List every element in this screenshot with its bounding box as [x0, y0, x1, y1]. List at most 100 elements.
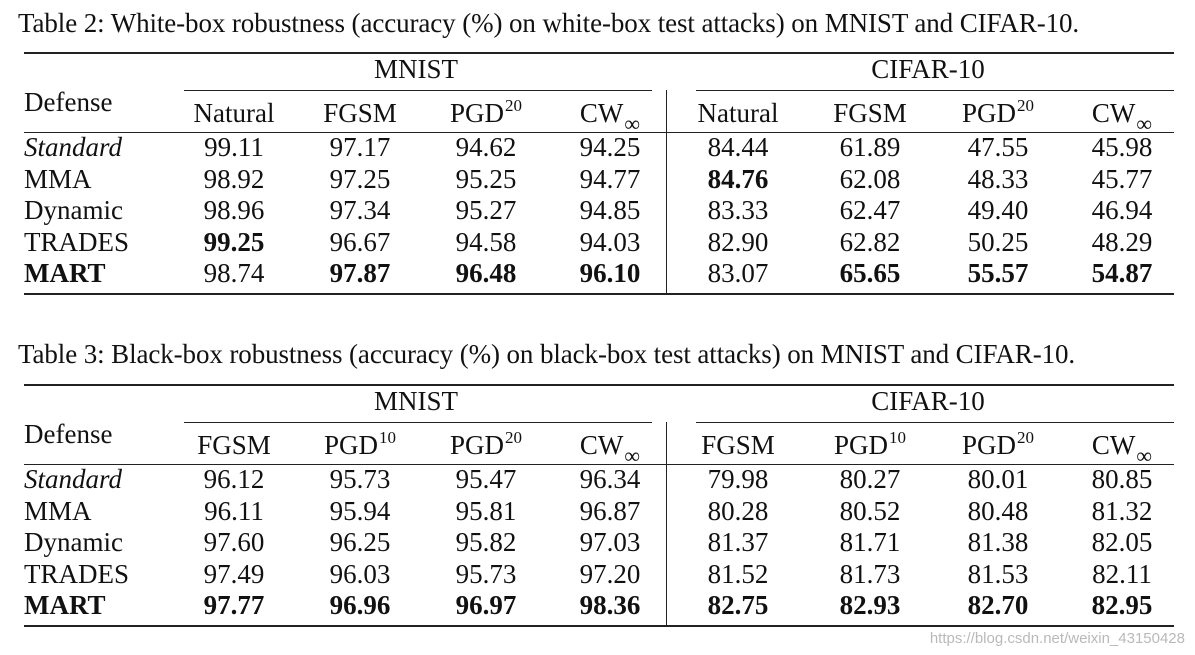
table-cell: 45.77: [1091, 163, 1153, 194]
row-defense-name: Standard: [24, 464, 123, 494]
group-rule: [184, 90, 652, 91]
column-header: PGD20: [450, 97, 522, 127]
table-cell: 94.58: [455, 226, 517, 257]
table-cell: 94.25: [579, 132, 641, 162]
table-cell: 97.25: [329, 163, 391, 194]
table-cell: 97.60: [203, 527, 265, 558]
table-cell: 79.98: [707, 464, 769, 494]
bottom-rule: [24, 293, 1174, 295]
table-cell: 50.25: [967, 226, 1029, 257]
group-header: MNIST: [373, 54, 459, 84]
table-cell: 95.27: [455, 195, 517, 226]
table-cell: 96.97: [455, 590, 517, 621]
column-header-modifier: 20: [1017, 96, 1035, 115]
table-cell: 97.77: [203, 590, 265, 621]
table-cell: 95.94: [329, 495, 391, 526]
table-cell: 62.08: [839, 163, 901, 194]
table-cell: 81.32: [1091, 495, 1153, 526]
column-header-modifier: 10: [889, 428, 907, 447]
table-cell: 84.44: [707, 132, 769, 162]
column-header-modifier: 10: [379, 428, 397, 447]
table-cell: 81.38: [967, 527, 1029, 558]
row-defense-name: Dynamic: [24, 527, 123, 558]
table-cell: 96.87: [579, 495, 641, 526]
table-cell: 94.62: [455, 132, 517, 162]
table-cell: 95.73: [455, 558, 517, 589]
table-cell: 95.25: [455, 163, 517, 194]
table-cell: 96.12: [203, 464, 265, 494]
column-header: Natural: [194, 100, 275, 127]
table-cell: 54.87: [1091, 258, 1153, 289]
top-rule: [24, 384, 1174, 386]
column-header: FGSM: [323, 100, 397, 127]
column-header-label: FGSM: [701, 430, 775, 460]
table-cell: 96.96: [329, 590, 391, 621]
column-header-label: CW: [1091, 430, 1136, 460]
group-header: MNIST: [373, 386, 459, 416]
top-rule: [24, 52, 1174, 54]
table-cell: 97.34: [329, 195, 391, 226]
table-cell: 98.36: [579, 590, 641, 621]
column-divider: [666, 90, 667, 293]
table-cell: 80.52: [839, 495, 901, 526]
table-cell: 98.74: [203, 258, 265, 289]
column-header-label: FGSM: [323, 98, 397, 128]
table-cell: 97.49: [203, 558, 265, 589]
table-cell: 82.93: [839, 590, 901, 621]
column-header: FGSM: [701, 432, 775, 459]
table-cell: 80.48: [967, 495, 1029, 526]
table-cell: 83.33: [707, 195, 769, 226]
table-cell: 95.47: [455, 464, 517, 494]
table-cell: 80.28: [707, 495, 769, 526]
table-cell: 80.27: [839, 464, 901, 494]
table-cell: 94.03: [579, 226, 641, 257]
table-cell: 94.85: [579, 195, 641, 226]
table-cell: 94.77: [579, 163, 641, 194]
row-defense-name: MART: [24, 590, 106, 621]
column-header: PGD10: [323, 429, 396, 460]
table-cell: 81.52: [707, 558, 769, 589]
column-header-label: Natural: [697, 98, 779, 128]
group-rule: [184, 422, 652, 423]
column-header-label: FGSM: [197, 430, 271, 460]
table-2: Defense MNIST CIFAR-10 Natural FGSM PGD20 CW∞ N…: [24, 52, 1174, 298]
table-cell: 95.81: [455, 495, 517, 526]
column-header-modifier: 20: [505, 96, 523, 115]
group-rule: [696, 422, 1174, 423]
table-cell: 97.87: [329, 258, 391, 289]
header-rule: [24, 464, 1174, 465]
table-cell: 95.82: [455, 527, 517, 558]
table-cell: 81.73: [839, 558, 901, 589]
table-cell: 62.82: [839, 226, 901, 257]
table-cell: 96.03: [329, 558, 391, 589]
table-cell: 84.76: [707, 163, 769, 194]
table-cell: 80.01: [967, 464, 1029, 494]
row-defense-name: MMA: [24, 495, 92, 526]
column-header-label: FGSM: [833, 98, 907, 128]
bottom-rule: [24, 625, 1174, 627]
watermark-text: https://blog.csdn.net/weixin_43150428: [929, 630, 1185, 647]
row-defense-name: Standard: [24, 132, 123, 162]
table-cell: 82.75: [707, 590, 769, 621]
column-header: CW∞: [580, 100, 640, 135]
column-header-label: CW: [579, 430, 624, 460]
table-cell: 95.73: [329, 464, 391, 494]
table-cell: 99.25: [203, 226, 265, 257]
table-cell: 82.05: [1091, 527, 1153, 558]
row-defense-name: TRADES: [24, 558, 130, 589]
table-cell: 81.53: [967, 558, 1029, 589]
table-cell: 81.37: [707, 527, 769, 558]
column-header-label: PGD: [961, 430, 1017, 460]
column-divider: [666, 422, 667, 625]
column-header: PGD10: [834, 429, 906, 459]
column-header-modifier: ∞: [624, 443, 641, 468]
column-header-label: CW: [1091, 98, 1136, 128]
group-header: CIFAR-10: [871, 54, 985, 84]
group-header: CIFAR-10: [871, 386, 985, 416]
table-3-caption: Table 3: Black-box robustness (accuracy …: [18, 339, 1076, 369]
table-cell: 80.85: [1091, 464, 1153, 494]
column-header-label: PGD: [323, 430, 379, 460]
table-cell: 81.71: [839, 527, 901, 558]
row-defense-name: TRADES: [24, 226, 130, 257]
table-cell: 96.10: [579, 258, 641, 289]
